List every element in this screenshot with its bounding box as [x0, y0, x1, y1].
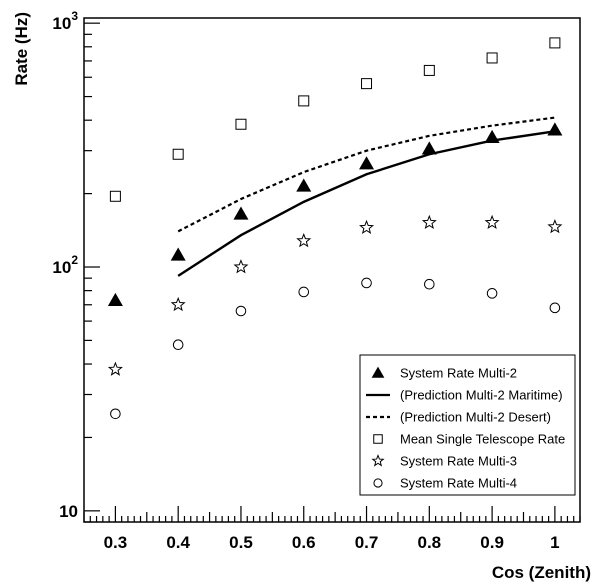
- data-point-0-4: [359, 156, 375, 170]
- data-point-0-6: [484, 129, 500, 144]
- data-point-3-3: [298, 95, 310, 107]
- legend: System Rate Multi-2 (Prediction Multi-2 M…: [359, 354, 576, 496]
- y-axis-title: Rate (Hz): [12, 12, 31, 86]
- x-tick-label: 0.5: [229, 533, 253, 552]
- legend-label: Mean Single Telescope Rate: [400, 432, 565, 447]
- x-tick-label: 0.3: [104, 533, 128, 552]
- data-point-5-5: [424, 278, 435, 290]
- x-axis: 0.3 0.4 0.5 0.6 0.7 0.8 0.9 1: [83, 506, 581, 552]
- data-point-3-6: [486, 52, 498, 64]
- data-point-0-7: [547, 122, 563, 136]
- x-axis-title: Cos (Zenith): [492, 563, 591, 582]
- data-point-5-0: [110, 408, 121, 420]
- data-point-3-1: [172, 148, 184, 160]
- x-tick-label: 0.9: [480, 533, 504, 552]
- data-point-4-0: [107, 361, 123, 376]
- data-point-5-3: [298, 286, 310, 298]
- plot-border: [83, 17, 581, 523]
- legend-label: (Prediction Multi-2 Maritime): [400, 388, 563, 403]
- y-tick-label: 103: [52, 9, 78, 33]
- data-point-4-2: [233, 259, 249, 274]
- data-point-0-5: [421, 141, 437, 155]
- data-point-3-2: [235, 118, 247, 130]
- data-point-4-6: [484, 214, 500, 230]
- legend-label: System Rate Multi-4: [400, 476, 517, 491]
- data-point-5-4: [361, 277, 372, 289]
- legend-swatch-0: [371, 366, 385, 378]
- legend-swatch-3: [373, 434, 383, 444]
- legend-label: System Rate Multi-3: [400, 454, 517, 469]
- data-point-0-2: [233, 206, 249, 220]
- data-point-4-7: [547, 219, 563, 234]
- series-layer: [107, 37, 563, 420]
- data-point-3-4: [361, 78, 373, 90]
- x-tick-label: 0.7: [355, 533, 379, 552]
- data-point-0-3: [296, 178, 312, 192]
- y-tick-label: 10: [59, 502, 78, 521]
- plot-frame: [83, 17, 581, 523]
- data-point-4-4: [359, 219, 375, 235]
- legend-swatch-5: [373, 478, 383, 488]
- y-axis: 10 102 103: [52, 9, 100, 523]
- x-tick-label: 1: [550, 533, 559, 552]
- data-point-4-1: [170, 296, 186, 312]
- data-point-5-6: [486, 288, 498, 299]
- data-point-4-3: [296, 232, 312, 248]
- legend-swatch-4: [371, 454, 385, 467]
- x-tick-label: 0.8: [417, 533, 441, 552]
- series-line-1: [177, 130, 556, 277]
- series-line-2: [177, 116, 556, 233]
- x-tick-label: 0.4: [166, 533, 190, 552]
- legend-box: [359, 354, 576, 496]
- y-tick-label: 102: [52, 253, 78, 277]
- data-point-5-7: [549, 302, 561, 314]
- data-point-5-1: [172, 339, 184, 351]
- data-point-3-5: [423, 64, 435, 76]
- data-point-3-0: [109, 190, 121, 202]
- legend-label: (Prediction Multi-2 Desert): [400, 410, 551, 425]
- data-point-3-7: [549, 37, 561, 49]
- data-point-5-2: [235, 305, 247, 317]
- data-point-0-1: [170, 247, 186, 261]
- data-point-4-5: [421, 214, 437, 230]
- data-point-0-0: [107, 292, 123, 306]
- x-tick-label: 0.6: [292, 533, 316, 552]
- legend-label: System Rate Multi-2: [400, 366, 517, 381]
